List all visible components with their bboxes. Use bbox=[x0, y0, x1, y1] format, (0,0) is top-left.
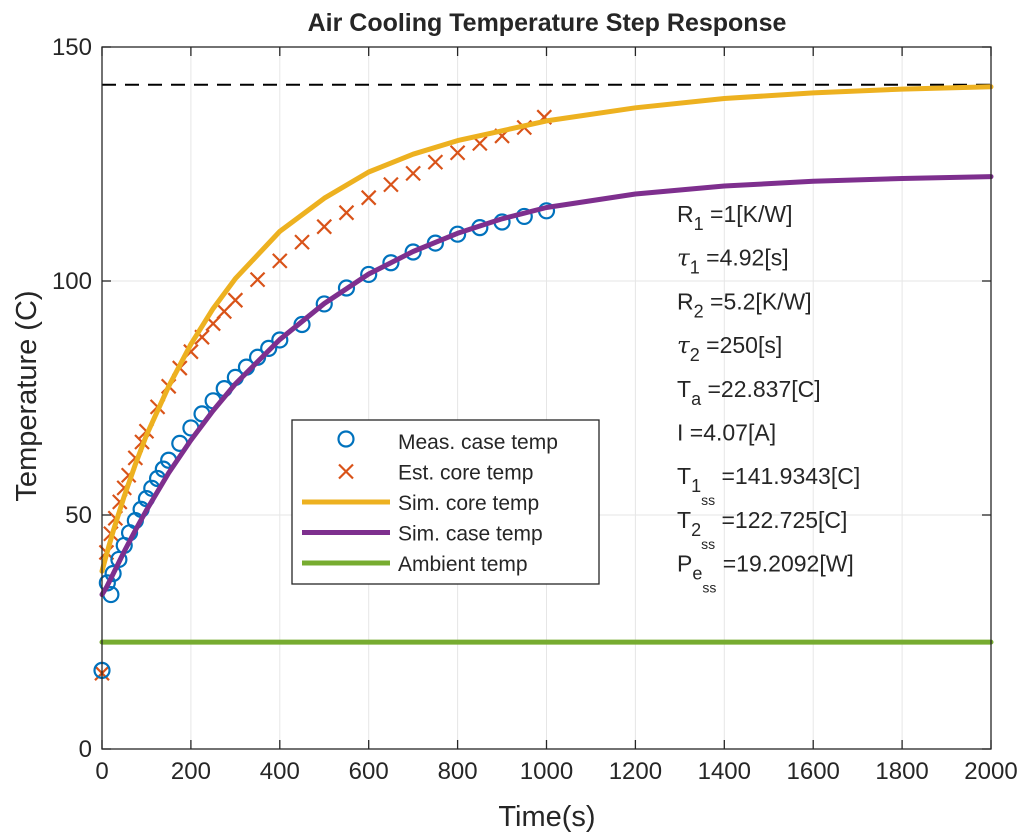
annotation-line: T2ss =122.725[C] bbox=[677, 507, 847, 552]
x-tick-label: 1200 bbox=[609, 758, 662, 785]
y-tick-label: 0 bbox=[79, 736, 92, 763]
est-core-point bbox=[249, 271, 266, 288]
x-tick-label: 0 bbox=[95, 758, 108, 785]
annotation-line: τ2 =250[s] bbox=[677, 332, 782, 365]
y-tick-label: 100 bbox=[52, 268, 92, 295]
y-tick-label: 150 bbox=[52, 34, 92, 61]
x-tick-label: 1800 bbox=[875, 758, 928, 785]
legend-swatch bbox=[337, 430, 355, 448]
x-tick-label: 600 bbox=[349, 758, 389, 785]
annotation-line: R2 =5.2[K/W] bbox=[677, 288, 812, 321]
est-core-point bbox=[449, 144, 466, 161]
annotation-line: T1ss =141.9343[C] bbox=[677, 463, 860, 508]
legend-label: Meas. case temp bbox=[398, 431, 558, 454]
legend-label: Sim. case temp bbox=[398, 523, 543, 546]
est-core-point bbox=[227, 292, 244, 308]
x-tick-label: 400 bbox=[260, 758, 300, 785]
annotation-line: I =4.07[A] bbox=[677, 420, 776, 446]
x-tick-label: 2000 bbox=[964, 758, 1017, 785]
y-axis-label: Temperature (C) bbox=[11, 290, 43, 501]
meas-case-point bbox=[360, 265, 378, 284]
meas-case-point bbox=[404, 243, 422, 261]
parameter-annotation: R1 =1[K/W] τ1 =4.92[s] R2 =5.2[K/W] τ2 =250… bbox=[677, 201, 860, 596]
sim-case-temp-line bbox=[99, 174, 994, 598]
x-tick-label: 1000 bbox=[520, 758, 573, 785]
est-core-point bbox=[338, 204, 355, 221]
annotation-line: Ta =22.837[C] bbox=[677, 376, 821, 409]
legend: Meas. case temp Est. core temp Sim. core t… bbox=[291, 419, 600, 585]
annotation-line: Pess =19.2092[W] bbox=[677, 551, 854, 596]
x-tick-label: 200 bbox=[171, 758, 211, 785]
annotation-line: R1 =1[K/W] bbox=[677, 201, 792, 234]
series-layer bbox=[93, 84, 994, 681]
x-tick-label: 1400 bbox=[698, 758, 751, 785]
est-core-point bbox=[427, 154, 444, 170]
x-tick-label: 1600 bbox=[787, 758, 840, 785]
axes: 0 200 400 600 800 1000 1200 1400 1600 1800 2000 0 50… bbox=[52, 34, 1018, 785]
sim-core-temp-line bbox=[99, 84, 994, 574]
meas-case-point bbox=[271, 331, 289, 349]
meas-case-point bbox=[382, 254, 400, 272]
est-core-point bbox=[316, 218, 333, 235]
est-core-point bbox=[294, 234, 310, 250]
y-tick-label: 50 bbox=[65, 502, 92, 529]
x-axis-label: Time(s) bbox=[498, 801, 595, 833]
est-core-point bbox=[360, 189, 377, 206]
est-core-point bbox=[405, 165, 421, 182]
meas-case-point bbox=[104, 564, 122, 583]
meas-case-point bbox=[337, 279, 356, 297]
annotation-line: τ1 =4.92[s] bbox=[677, 245, 789, 278]
legend-label: Sim. core temp bbox=[398, 492, 539, 515]
legend-label: Ambient temp bbox=[398, 553, 528, 576]
meas-case-point bbox=[260, 339, 278, 357]
legend-label: Est. core temp bbox=[398, 462, 533, 485]
chart-title: Air Cooling Temperature Step Response bbox=[308, 9, 787, 37]
est-core-point bbox=[272, 253, 288, 269]
meas-case-point bbox=[315, 295, 333, 313]
legend-swatch bbox=[338, 463, 354, 480]
x-tick-label: 800 bbox=[438, 758, 478, 785]
est-core-point bbox=[383, 176, 399, 193]
